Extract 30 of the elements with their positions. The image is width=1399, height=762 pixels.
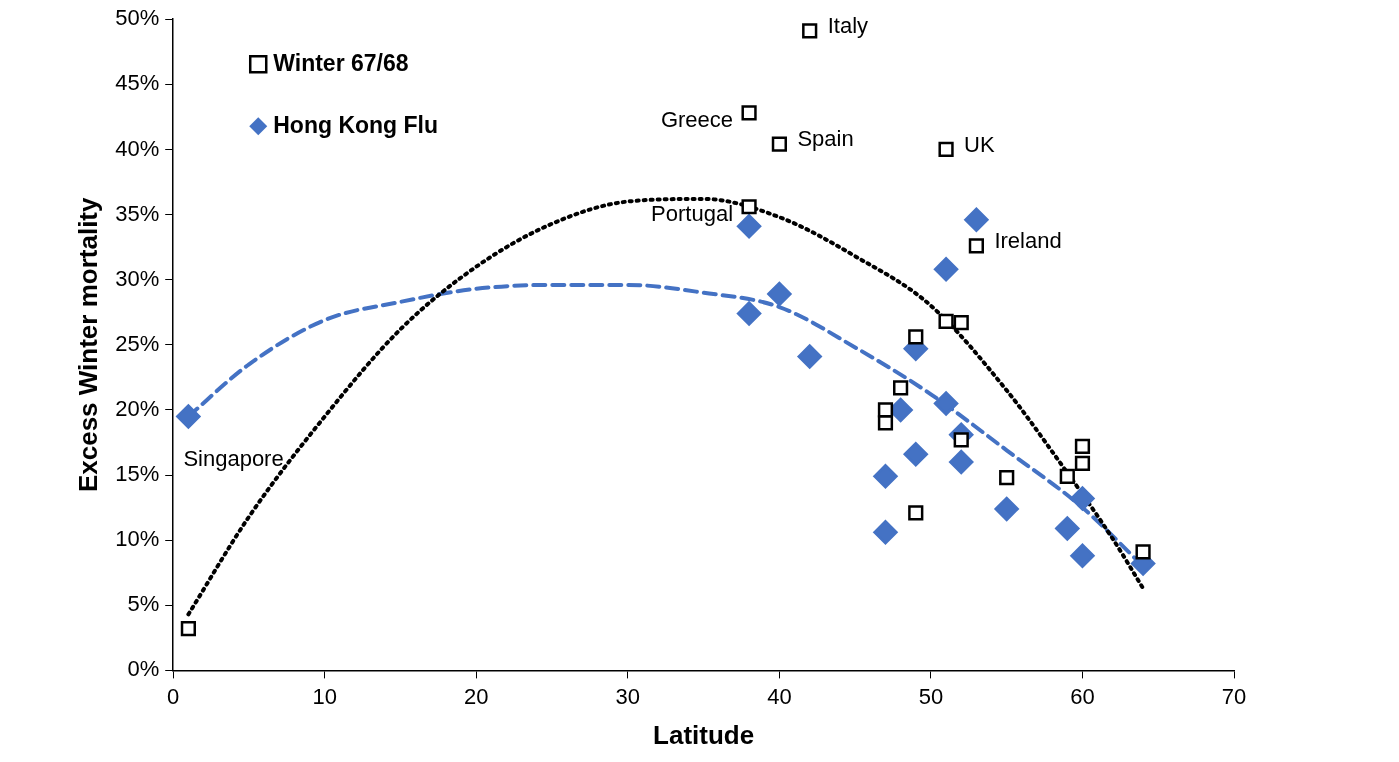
y-tick-label: 50% bbox=[115, 5, 160, 31]
y-tick-label: 10% bbox=[115, 526, 160, 552]
annotation: Spain bbox=[797, 126, 854, 152]
y-axis-title: Excess Winter mortality bbox=[72, 196, 103, 493]
x-tick-label: 30 bbox=[615, 683, 641, 709]
y-tick-label: 20% bbox=[115, 395, 160, 421]
annotation: Ireland bbox=[994, 227, 1062, 253]
x-tick-label: 40 bbox=[767, 683, 792, 709]
annotation: Portugal bbox=[651, 200, 734, 226]
y-tick-label: 25% bbox=[115, 330, 160, 356]
y-tick-label: 15% bbox=[115, 461, 160, 487]
annotation: UK bbox=[964, 131, 995, 157]
x-tick-label: 20 bbox=[464, 683, 489, 709]
x-tick-label: 70 bbox=[1221, 683, 1247, 709]
y-tick-label: 35% bbox=[115, 200, 160, 226]
y-tick-label: 45% bbox=[115, 70, 160, 96]
x-axis-title: Latitude bbox=[653, 719, 755, 750]
y-tick-label: 0% bbox=[127, 656, 160, 682]
x-tick-label: 10 bbox=[312, 683, 338, 709]
y-tick-label: 40% bbox=[115, 135, 160, 161]
legend-label: Winter 67/68 bbox=[273, 49, 409, 76]
legend-label: Hong Kong Flu bbox=[273, 111, 439, 138]
y-tick-label: 5% bbox=[127, 591, 160, 617]
x-tick-label: 50 bbox=[918, 683, 944, 709]
x-tick-label: 60 bbox=[1070, 683, 1095, 709]
annotation: Singapore bbox=[183, 446, 284, 472]
y-tick-label: 30% bbox=[115, 265, 160, 291]
annotation: Greece bbox=[660, 107, 734, 133]
x-tick-label: 0 bbox=[167, 683, 180, 709]
annotation: Italy bbox=[827, 12, 869, 38]
